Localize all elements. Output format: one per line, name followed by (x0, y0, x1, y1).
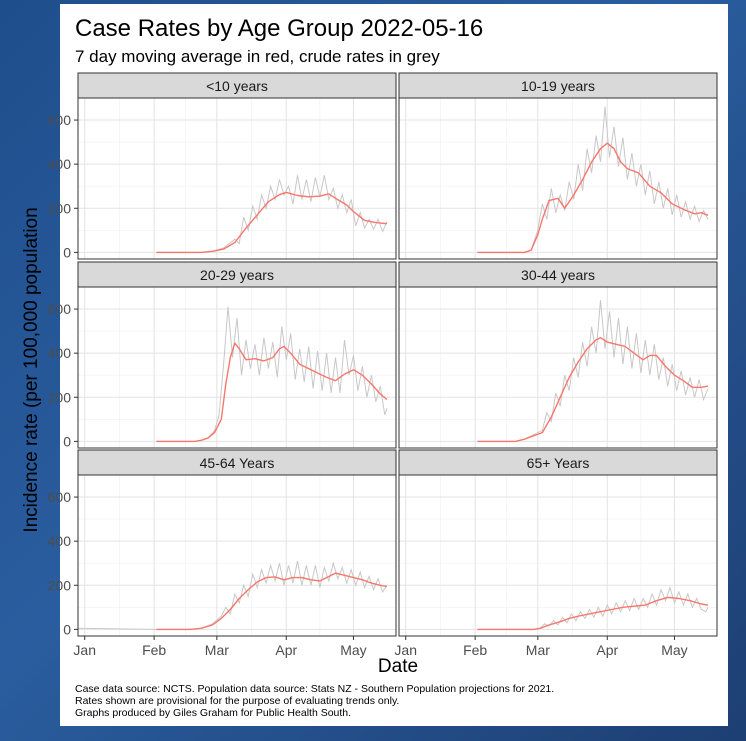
crude-rate-line (477, 300, 709, 442)
y-tick-label: 600 (48, 301, 72, 317)
panel-label: 45-64 Years (200, 455, 275, 471)
x-tick-label: Feb (463, 642, 487, 658)
panel-6: 65+ Years Jan Feb Mar Apr May (394, 449, 718, 658)
panel-strip (398, 261, 718, 288)
panel-label: 10-19 years (521, 78, 595, 94)
plot-area (78, 98, 396, 259)
crude-rate-line (77, 560, 388, 630)
y-tick-label: 200 (48, 200, 72, 216)
chart-subtitle: 7 day moving average in red, crude rates… (75, 47, 440, 66)
footnote-line-2: Rates shown are provisional for the purp… (75, 695, 400, 707)
footnote: Case data source: NCTS. Population data … (75, 683, 715, 719)
panel-3: 20-29 years 0 200 400 600 (48, 261, 397, 449)
panel-4: 30-44 years (398, 261, 718, 449)
x-tick-label: Mar (526, 642, 550, 658)
panel-label: <10 years (206, 78, 268, 94)
panel-label: 30-44 years (521, 267, 595, 283)
panel-border (398, 286, 718, 449)
y-tick-label: 400 (48, 345, 72, 361)
moving-average-line (156, 191, 388, 254)
y-tick-label: 400 (48, 533, 72, 549)
panel-border (398, 97, 718, 260)
panel-label: 65+ Years (527, 455, 590, 471)
plot-area (78, 287, 396, 448)
y-tick-label: 0 (63, 621, 71, 637)
crude-rate-line (477, 106, 709, 253)
footnote-line-3: Graphs produced by Giles Graham for Publ… (75, 707, 352, 719)
panel-1: <10 years 0 200 400 600 (48, 72, 397, 260)
panel-2: 10-19 years (398, 72, 718, 260)
y-tick-label: 0 (63, 433, 71, 449)
crude-rate-line (156, 175, 388, 253)
x-tick-label: Apr (275, 642, 297, 658)
y-tick-label: 200 (48, 577, 72, 593)
plot-area (399, 98, 717, 259)
moving-average-line (477, 142, 709, 254)
panel-border (398, 474, 718, 637)
panel-border (77, 97, 397, 260)
panel-label: 20-29 years (200, 267, 274, 283)
y-tick-label: 0 (63, 244, 71, 260)
x-axis-label: Date (378, 656, 418, 677)
x-tick-label: Apr (596, 642, 618, 658)
footnote-line-1: Case data source: NCTS. Population data … (75, 683, 555, 695)
x-tick-label: May (661, 642, 687, 658)
x-tick-label: May (340, 642, 366, 658)
panel-strip (77, 261, 397, 288)
x-tick-label: Feb (142, 642, 166, 658)
moving-average-line (477, 337, 709, 443)
moving-average-line (477, 596, 709, 631)
panel-border (77, 286, 397, 449)
x-tick-label: Mar (205, 642, 229, 658)
panel-border (77, 474, 397, 637)
x-tick-label: Jan (394, 642, 417, 658)
moving-average-line (156, 572, 388, 631)
y-tick-label: 600 (48, 489, 72, 505)
y-axis-label: Incidence rate (per 100,000 population (21, 207, 42, 532)
panel-5: 45-64 Years 0 200 400 600 Jan Feb Mar Apr May (48, 449, 397, 658)
y-tick-label: 200 (48, 389, 72, 405)
moving-average-line (156, 342, 388, 443)
plot-area (78, 475, 396, 636)
plot-area (399, 287, 717, 448)
crude-rate-line (477, 585, 709, 630)
panel-strip (398, 72, 718, 99)
x-tick-label: Jan (73, 642, 96, 658)
panels-layer: <10 years 0 200 400 600 10-19 years 20-29 year… (48, 72, 718, 658)
y-tick-label: 600 (48, 112, 72, 128)
chart-title: Case Rates by Age Group 2022-05-16 (75, 15, 483, 42)
panel-strip (398, 449, 718, 476)
panel-strip (77, 449, 397, 476)
plot-area (399, 475, 717, 636)
panel-strip (77, 72, 397, 99)
y-tick-label: 400 (48, 156, 72, 172)
